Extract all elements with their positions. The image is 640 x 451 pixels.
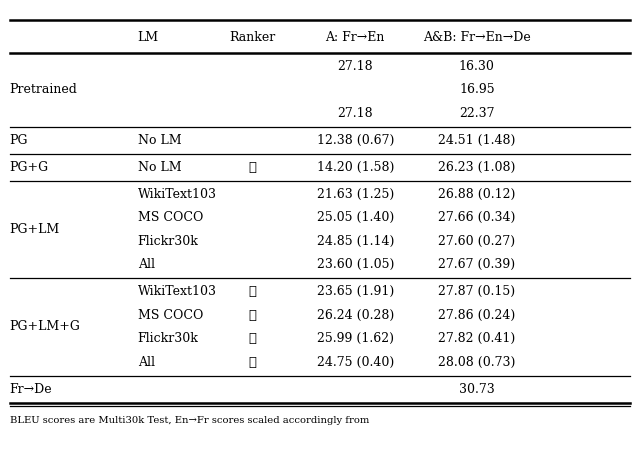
Text: No LM: No LM: [138, 161, 181, 174]
Text: 30.73: 30.73: [459, 383, 495, 396]
Text: PG+G: PG+G: [10, 161, 49, 174]
Text: 23.65 (1.91): 23.65 (1.91): [317, 285, 394, 298]
Text: All: All: [138, 356, 155, 368]
Text: 26.88 (0.12): 26.88 (0.12): [438, 188, 515, 201]
Text: PG: PG: [10, 134, 28, 147]
Text: 27.18: 27.18: [337, 107, 373, 120]
Text: A: Fr→En: A: Fr→En: [326, 31, 385, 44]
Text: Flickr30k: Flickr30k: [138, 332, 198, 345]
Text: 27.87 (0.15): 27.87 (0.15): [438, 285, 515, 298]
Text: Pretrained: Pretrained: [10, 83, 77, 96]
Text: Fr→De: Fr→De: [10, 383, 52, 396]
Text: 14.20 (1.58): 14.20 (1.58): [317, 161, 394, 174]
Text: 12.38 (0.67): 12.38 (0.67): [317, 134, 394, 147]
Text: A&B: Fr→En→De: A&B: Fr→En→De: [423, 31, 531, 44]
Text: 16.95: 16.95: [459, 83, 495, 96]
Text: ✓: ✓: [249, 161, 257, 174]
Text: 21.63 (1.25): 21.63 (1.25): [317, 188, 394, 201]
Text: MS COCO: MS COCO: [138, 309, 203, 322]
Text: MS COCO: MS COCO: [138, 212, 203, 224]
Text: ✓: ✓: [249, 309, 257, 322]
Text: 24.85 (1.14): 24.85 (1.14): [317, 235, 394, 248]
Text: 27.66 (0.34): 27.66 (0.34): [438, 212, 515, 224]
Text: All: All: [138, 258, 155, 271]
Text: ✓: ✓: [249, 356, 257, 368]
Text: No LM: No LM: [138, 134, 181, 147]
Text: 26.23 (1.08): 26.23 (1.08): [438, 161, 515, 174]
Text: 25.99 (1.62): 25.99 (1.62): [317, 332, 394, 345]
Text: 28.08 (0.73): 28.08 (0.73): [438, 356, 515, 368]
Text: 27.67 (0.39): 27.67 (0.39): [438, 258, 515, 271]
Text: 22.37: 22.37: [459, 107, 495, 120]
Text: 16.30: 16.30: [459, 60, 495, 73]
Text: LM: LM: [138, 31, 159, 44]
Text: BLEU scores are Multi30k Test, En→Fr scores scaled accordingly from: BLEU scores are Multi30k Test, En→Fr sco…: [10, 416, 369, 425]
Text: 26.24 (0.28): 26.24 (0.28): [317, 309, 394, 322]
Text: PG+LM: PG+LM: [10, 223, 60, 236]
Text: Ranker: Ranker: [230, 31, 276, 44]
Text: 27.60 (0.27): 27.60 (0.27): [438, 235, 515, 248]
Text: 27.82 (0.41): 27.82 (0.41): [438, 332, 515, 345]
Text: 23.60 (1.05): 23.60 (1.05): [317, 258, 394, 271]
Text: 27.18: 27.18: [337, 60, 373, 73]
Text: PG+LM+G: PG+LM+G: [10, 321, 81, 333]
Text: 25.05 (1.40): 25.05 (1.40): [317, 212, 394, 224]
Text: 24.75 (0.40): 24.75 (0.40): [317, 356, 394, 368]
Text: WikiText103: WikiText103: [138, 285, 216, 298]
Text: Flickr30k: Flickr30k: [138, 235, 198, 248]
Text: 24.51 (1.48): 24.51 (1.48): [438, 134, 515, 147]
Text: 27.86 (0.24): 27.86 (0.24): [438, 309, 515, 322]
Text: ✓: ✓: [249, 332, 257, 345]
Text: ✓: ✓: [249, 285, 257, 298]
Text: WikiText103: WikiText103: [138, 188, 216, 201]
